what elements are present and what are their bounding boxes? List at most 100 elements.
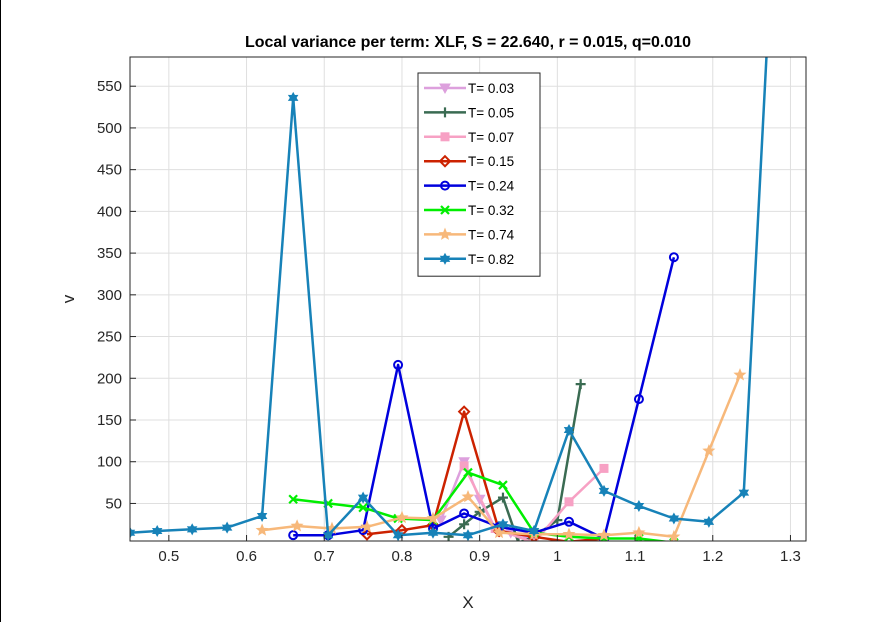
x-tick-label: 1.3: [780, 548, 801, 565]
x-tick-label: 0.8: [392, 548, 413, 565]
legend-label: T= 0.07: [468, 130, 514, 145]
legend-label: T= 0.74: [468, 227, 515, 242]
y-tick-label: 500: [97, 120, 122, 137]
data-point: [668, 512, 680, 525]
y-tick-label: 300: [97, 287, 122, 304]
data-point: [528, 524, 540, 538]
data-point: [322, 529, 334, 541]
legend-label: T= 0.15: [468, 154, 514, 169]
data-point: [529, 538, 539, 541]
legend-item: T= 0.15: [424, 154, 514, 169]
y-tick-label: 250: [97, 329, 122, 346]
data-point: [564, 497, 574, 507]
series-line: [293, 471, 671, 541]
ticks: 0.5 0.6 0.7 0.8 0.9 1 1.1 1.2 1.3 50 100 150 200 250 3…: [97, 78, 801, 565]
data-point: [597, 528, 611, 541]
y-tick-label: 550: [97, 78, 122, 95]
legend-marker: [439, 83, 451, 95]
legend-marker: [440, 180, 450, 191]
legend-item: T= 0.32: [424, 203, 514, 218]
data-point: [702, 444, 716, 457]
data-point: [733, 368, 747, 381]
data-point: [393, 359, 404, 370]
legend-item: T= 0.74: [424, 227, 515, 242]
data-point: [255, 523, 269, 536]
data-point: [703, 515, 715, 528]
data-point: [763, 40, 772, 50]
x-tick-label: 0.7: [314, 548, 335, 565]
data-point: [517, 537, 520, 541]
data-point: [360, 527, 374, 541]
legend-label: T= 0.82: [468, 252, 514, 267]
data-point: [497, 492, 508, 503]
data-point: [668, 252, 679, 263]
data-point: [462, 529, 474, 541]
series-t-0-82: [130, 40, 772, 541]
x-tick-label: 0.9: [469, 548, 490, 565]
y-tick-label: 200: [97, 370, 122, 387]
data-point: [599, 463, 609, 473]
data-point: [130, 526, 136, 539]
legend-marker: [440, 132, 450, 142]
series-line: [130, 57, 768, 537]
data-point: [357, 491, 369, 504]
x-axis-label: X: [462, 593, 473, 612]
data-point: [287, 91, 299, 104]
legend-marker: [440, 107, 450, 118]
data-point: [563, 423, 575, 437]
x-tick-label: 1.1: [625, 548, 646, 565]
data-point: [564, 516, 575, 527]
data-point: [256, 509, 268, 523]
data-point: [151, 524, 163, 538]
data-point: [427, 526, 439, 539]
y-tick-label: 150: [97, 412, 122, 429]
data-point: [633, 394, 644, 405]
legend-marker: [438, 227, 452, 240]
data-point: [392, 529, 404, 541]
data-point: [459, 519, 470, 530]
legend-box: [417, 72, 541, 277]
data-point: [492, 525, 506, 539]
legend-item: T= 0.05: [424, 105, 514, 120]
series-line: [462, 465, 605, 541]
y-tick-label: 400: [97, 203, 122, 220]
legend-label: T= 0.05: [468, 105, 514, 120]
data-point: [463, 467, 473, 478]
legend-label: T= 0.24: [468, 179, 515, 194]
data-point: [434, 515, 447, 527]
data-point: [358, 502, 368, 513]
legend-item: T= 0.03: [424, 81, 514, 96]
figure-border: [0, 0, 1, 622]
data-point: [498, 480, 508, 490]
data-point: [632, 525, 646, 539]
x-tick-label: 1: [553, 548, 561, 565]
data-point: [288, 494, 298, 505]
y-tick-label: 450: [97, 162, 122, 179]
series-line: [447, 383, 582, 541]
series-layer: [130, 40, 772, 541]
legend: T= 0.03 T= 0.05 T= 0.07 T= 0.15 T= 0.24 T= 0.…: [417, 72, 541, 277]
chart-title: Local variance per term: XLF, S = 22.640…: [245, 34, 691, 51]
y-tick-label: 100: [97, 454, 122, 471]
data-point: [186, 523, 198, 536]
legend-marker: [438, 154, 452, 168]
data-point: [426, 511, 440, 524]
legend-item: T= 0.82: [424, 252, 514, 267]
legend-label: T= 0.03: [468, 81, 514, 96]
legend-marker: [440, 205, 450, 215]
data-point: [575, 379, 586, 390]
y-tick-label: 50: [105, 495, 122, 512]
data-point: [562, 527, 576, 540]
x-tick-label: 0.5: [158, 548, 179, 565]
data-point: [395, 510, 409, 524]
data-point: [633, 499, 645, 513]
plot-frame: [129, 56, 807, 542]
legend-item: T= 0.07: [424, 130, 514, 145]
data-point: [360, 519, 374, 533]
legend-item: T= 0.24: [424, 179, 515, 194]
data-point: [221, 521, 233, 534]
data-point: [461, 489, 475, 503]
x-tick-label: 0.6: [236, 548, 257, 565]
data-point: [497, 518, 509, 531]
